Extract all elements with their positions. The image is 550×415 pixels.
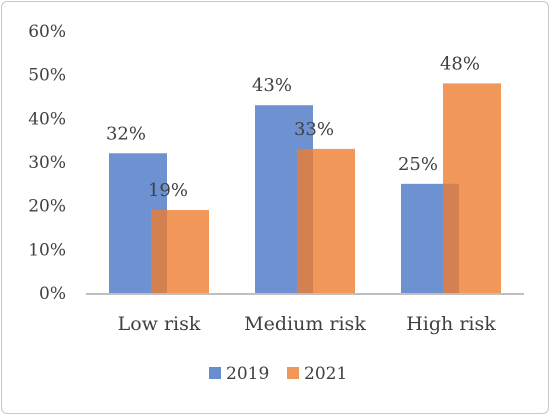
- data-label-2021-1: 33%: [294, 119, 334, 140]
- data-label-2019-2: 25%: [398, 154, 438, 175]
- legend-label-2021: 2021: [304, 364, 347, 384]
- category-label: Low risk: [118, 313, 201, 335]
- bars: [109, 83, 501, 294]
- y-tick-label: 40%: [28, 109, 66, 129]
- bar-2021-2: [443, 83, 501, 294]
- data-label-2019-1: 43%: [252, 75, 292, 96]
- y-tick-label: 30%: [28, 153, 66, 173]
- bar-2021-1: [297, 148, 355, 293]
- y-tick-label: 10%: [28, 240, 66, 260]
- category-labels: Low risk Medium risk High risk: [118, 313, 497, 335]
- legend-label-2019: 2019: [226, 364, 269, 384]
- y-tick-label: 50%: [28, 66, 66, 86]
- data-label-2021-2: 48%: [440, 53, 480, 74]
- category-label: High risk: [406, 313, 496, 335]
- y-tick-label: 20%: [28, 197, 66, 217]
- y-tick-label: 60%: [28, 22, 66, 42]
- data-label-2019-0: 32%: [106, 123, 146, 144]
- legend-swatch-2021: [287, 367, 299, 379]
- data-labels: 32% 19% 43% 33% 25% 48%: [106, 53, 480, 201]
- legend: 2019 2021: [209, 364, 347, 384]
- category-label: Medium risk: [244, 313, 366, 335]
- legend-swatch-2019: [209, 367, 221, 379]
- y-axis-ticks: 0% 10% 20% 30% 40% 50% 60%: [28, 22, 66, 304]
- bar-2021-0: [151, 210, 209, 293]
- data-label-2021-0: 19%: [148, 180, 188, 201]
- y-tick-label: 0%: [39, 284, 66, 304]
